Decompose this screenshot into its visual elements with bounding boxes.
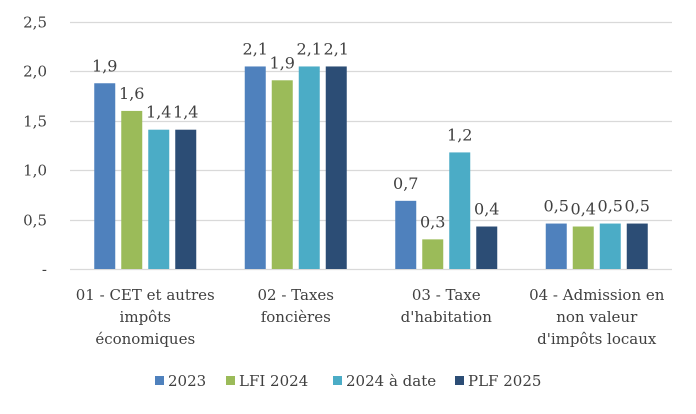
data-label: 2,1 <box>324 39 349 58</box>
bar <box>121 110 143 269</box>
data-label: 0,7 <box>393 174 418 193</box>
bar <box>395 200 417 269</box>
bar <box>572 226 594 269</box>
bar <box>599 223 621 269</box>
bar <box>325 66 347 270</box>
data-label: 0,4 <box>474 200 499 219</box>
legend: 2023 LFI 2024 2024 à date PLF 2025 <box>155 372 541 390</box>
data-label: 2,1 <box>297 39 322 58</box>
gridlines <box>70 21 672 271</box>
x-axis: 01 - CET et autres impôts économiques 02 - … <box>76 286 665 348</box>
data-label: 1,2 <box>447 125 472 144</box>
bar <box>175 129 197 269</box>
x-tick-label: 03 - Taxe <box>412 286 481 304</box>
y-tick-label: 2,5 <box>23 14 47 32</box>
y-axis: - 0,5 1,0 1,5 2,0 2,5 <box>23 14 47 279</box>
x-tick-label: impôts <box>120 308 171 326</box>
bars <box>94 66 648 270</box>
bar <box>545 223 567 269</box>
x-tick-label: d'impôts locaux <box>537 330 657 348</box>
bar <box>298 66 320 270</box>
data-label: 0,5 <box>625 197 650 216</box>
data-label: 0,5 <box>598 197 623 216</box>
x-tick-label: non valeur <box>556 308 638 326</box>
x-tick-label: 04 - Admission en <box>529 286 665 304</box>
bar <box>476 226 498 269</box>
x-tick-label: économiques <box>95 330 195 348</box>
y-tick-label: 0,5 <box>23 212 47 230</box>
legend-label: LFI 2024 <box>239 372 308 390</box>
bar <box>422 239 444 269</box>
legend-label: 2023 <box>168 372 206 390</box>
bar <box>626 223 648 269</box>
data-label: 1,9 <box>92 56 117 75</box>
x-tick-label: 02 - Taxes <box>257 286 334 304</box>
data-label: 1,4 <box>146 103 171 122</box>
y-tick-label: 1,0 <box>23 162 47 180</box>
x-tick-label: d'habitation <box>401 308 493 326</box>
y-tick-label: 2,0 <box>23 63 47 81</box>
data-labels: 1,91,61,4 1,42,11,92,1 2,10,70,31,20,4 0,5 0… <box>92 39 650 231</box>
data-label: 0,5 <box>544 197 569 216</box>
legend-swatch <box>455 376 464 385</box>
data-label: 2,1 <box>243 39 268 58</box>
data-label: 0,4 <box>571 200 596 219</box>
x-tick-label: foncières <box>261 308 331 326</box>
bar <box>449 152 471 269</box>
legend-swatch <box>155 376 164 385</box>
bar <box>271 80 293 270</box>
bar <box>244 66 266 270</box>
data-label: 1,9 <box>270 53 295 72</box>
data-label: 0,3 <box>420 212 445 231</box>
data-label: 1,4 <box>173 103 198 122</box>
legend-swatch <box>333 376 342 385</box>
x-tick-label: 01 - CET et autres <box>76 286 215 304</box>
bar <box>94 83 116 269</box>
legend-label: PLF 2025 <box>468 372 541 390</box>
legend-label: 2024 à date <box>346 372 436 390</box>
y-tick-label: 1,5 <box>23 113 47 131</box>
legend-swatch <box>226 376 235 385</box>
bar <box>148 129 170 269</box>
data-label: 1,6 <box>119 84 144 103</box>
y-tick-label: - <box>42 261 47 279</box>
